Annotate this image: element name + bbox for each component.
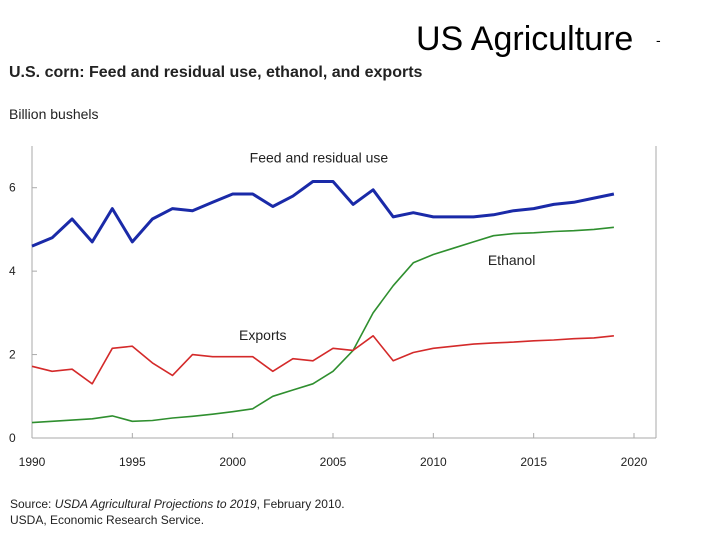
chart-axes: 0 2 4 6 1990 1995 2000 2005 2010 2015 2020	[9, 146, 657, 469]
x-tick-label: 2020	[621, 455, 648, 469]
y-tick-label: 0	[9, 431, 16, 445]
source-note: Source: USDA Agricultural Projections to…	[10, 496, 345, 528]
x-tick-label: 2005	[320, 455, 347, 469]
y-tick-label: 2	[9, 348, 16, 362]
chart-labels: Feed and residual use Ethanol Exports	[239, 150, 535, 343]
title-dash: -	[656, 32, 661, 48]
source-prefix: Source:	[10, 497, 55, 511]
source-suffix: , February 2010.	[256, 497, 345, 511]
x-tick-label: 1995	[119, 455, 146, 469]
chart-series	[31, 180, 615, 424]
x-tick-label: 2015	[520, 455, 547, 469]
y-axis-label: Billion bushels	[9, 106, 99, 122]
slide-title: US Agriculture	[416, 20, 634, 58]
chart-title: U.S. corn: Feed and residual use, ethano…	[9, 64, 423, 81]
x-tick-label: 2000	[219, 455, 246, 469]
source-publication: USDA Agricultural Projections to 2019	[54, 497, 257, 511]
x-tick-label: 1990	[19, 455, 46, 469]
source-line-2: USDA, Economic Research Service.	[10, 513, 205, 527]
y-tick-label: 6	[9, 181, 16, 195]
series-line-ethanol	[31, 226, 614, 424]
series-line-exports	[31, 334, 614, 385]
series-label-feed: Feed and residual use	[250, 150, 389, 166]
x-tick-label: 2010	[420, 455, 447, 469]
series-label-ethanol: Ethanol	[488, 252, 535, 268]
series-line-feed	[31, 180, 615, 248]
y-tick-label: 4	[9, 264, 16, 278]
series-label-exports: Exports	[239, 327, 286, 343]
